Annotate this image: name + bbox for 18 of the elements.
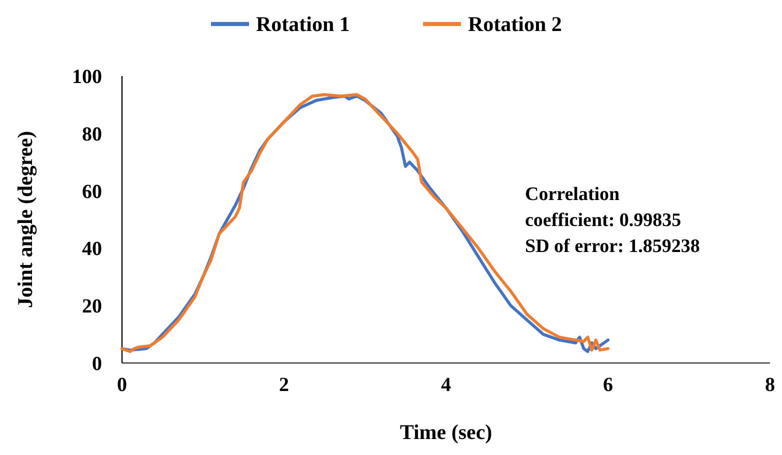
legend-label: Rotation 2 [468, 12, 562, 36]
y-tick-label: 20 [82, 296, 102, 318]
legend-label: Rotation 1 [256, 12, 350, 36]
y-tick-label: 60 [82, 180, 102, 203]
y-tick-label: 100 [72, 66, 102, 88]
annotation: coefficient: 0.99835 [525, 210, 682, 231]
y-tick-label: 80 [82, 123, 102, 146]
x-tick-label: 4 [441, 374, 451, 396]
y-tick-label: 40 [82, 238, 102, 260]
annotation: SD of error: 1.859238 [525, 236, 700, 257]
x-tick-label: 2 [279, 374, 289, 396]
y-axis-title: Joint angle (degree) [13, 131, 37, 308]
annotation: Correlation [525, 184, 620, 205]
x-tick-label: 8 [765, 374, 775, 396]
x-tick-label: 0 [117, 374, 127, 396]
x-axis-title: Time (sec) [400, 420, 492, 444]
y-tick-label: 0 [92, 353, 102, 375]
x-tick-label: 6 [603, 374, 613, 396]
